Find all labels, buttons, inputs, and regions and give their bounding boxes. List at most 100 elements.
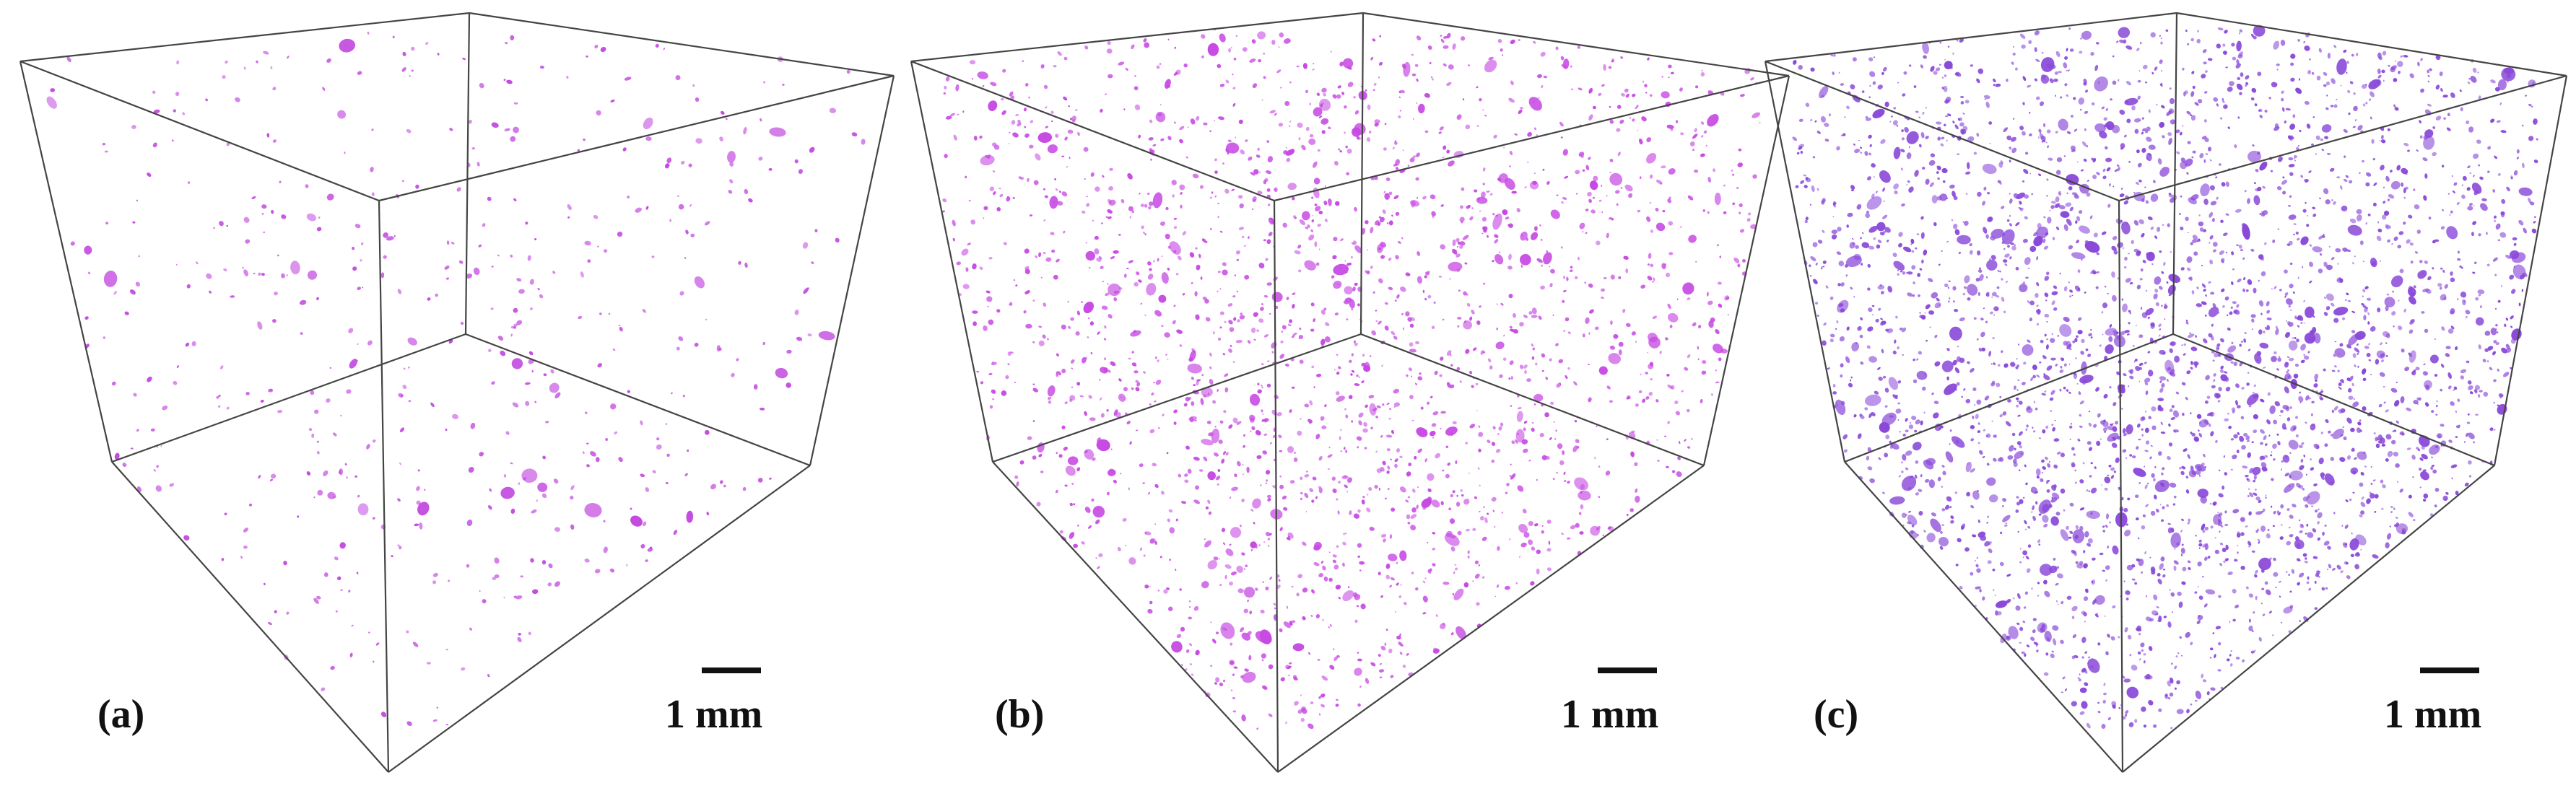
particle [2105, 344, 2114, 354]
particle [2218, 163, 2222, 166]
particle [2063, 224, 2068, 232]
particle [1977, 430, 1981, 434]
particle [2297, 325, 2300, 328]
particle [2325, 199, 2331, 205]
particle [1798, 65, 1803, 70]
particle [2038, 513, 2042, 516]
particle [1878, 457, 1881, 460]
particle [622, 147, 627, 152]
particle [2180, 548, 2185, 554]
particle [2489, 367, 2493, 371]
particle [307, 270, 318, 280]
particle [2142, 64, 2148, 69]
particle [2169, 692, 2174, 697]
particle [445, 724, 449, 726]
particle [2340, 185, 2343, 190]
particle [2333, 45, 2337, 48]
particle [2024, 606, 2027, 609]
particle [372, 517, 375, 520]
particle [2053, 438, 2060, 442]
particle [349, 652, 353, 657]
particle [2473, 441, 2476, 444]
particle [1901, 203, 1905, 207]
particle [2251, 441, 2254, 444]
particle [2366, 498, 2371, 504]
particle [2015, 509, 2019, 513]
particle [2264, 443, 2268, 446]
particle [1866, 345, 1871, 349]
particle [1294, 250, 1301, 255]
particle [2448, 439, 2453, 443]
particle [2332, 567, 2336, 571]
particle [1988, 121, 1993, 125]
particle [1351, 353, 1354, 356]
particle [2030, 486, 2038, 494]
particle [334, 556, 339, 561]
particle [2171, 662, 2173, 665]
particle [1809, 203, 1811, 206]
particle [2365, 222, 2367, 225]
particle [2124, 266, 2127, 269]
particle [313, 598, 319, 604]
particle [2352, 126, 2356, 128]
particle [2365, 182, 2370, 187]
particle [2050, 653, 2055, 658]
particle [742, 486, 747, 491]
particle [2300, 175, 2304, 178]
particle [605, 438, 608, 441]
particle [286, 611, 290, 615]
particle [2066, 131, 2071, 134]
particle [1946, 376, 1949, 381]
particle [2441, 326, 2445, 331]
particle [2023, 362, 2027, 365]
particle [317, 489, 323, 496]
particle [763, 81, 766, 84]
particle [2250, 314, 2256, 318]
particle [2231, 341, 2234, 344]
particle [460, 321, 464, 325]
particle [338, 470, 341, 474]
particle [517, 636, 522, 642]
particle [2055, 582, 2059, 586]
particle [1479, 305, 1481, 308]
particle [536, 499, 538, 502]
particle [221, 558, 225, 561]
particle [1482, 576, 1485, 579]
particle [1914, 429, 1918, 433]
particle [131, 125, 136, 129]
particle [548, 563, 553, 569]
particle [2225, 181, 2229, 187]
particle [1933, 412, 1939, 419]
particle [1910, 238, 1915, 245]
particle [1831, 229, 1838, 235]
particle [2196, 413, 2202, 419]
particle [2377, 307, 2381, 312]
particle [2179, 467, 2182, 470]
particle [1822, 260, 1827, 264]
particle [2213, 379, 2216, 382]
particle [786, 349, 792, 354]
particle [2049, 209, 2051, 211]
particle [2112, 402, 2117, 406]
particle [1918, 511, 1923, 516]
particle [2298, 519, 2301, 522]
particle [2357, 353, 2359, 355]
particle [2148, 416, 2151, 419]
particle [2134, 719, 2138, 723]
particle [2412, 519, 2416, 522]
particle [2286, 508, 2290, 512]
particle [471, 147, 476, 150]
particle [2325, 587, 2328, 590]
particle [2289, 406, 2292, 409]
particle [2467, 165, 2471, 169]
cube-edge [388, 465, 811, 773]
particle [2293, 233, 2295, 236]
particle [2042, 579, 2048, 585]
particle [2331, 369, 2336, 372]
particle [2022, 344, 2034, 356]
particle [2173, 560, 2179, 565]
particle [2013, 598, 2015, 600]
particle [2050, 410, 2053, 412]
particle [2145, 81, 2148, 84]
particle [2224, 523, 2229, 527]
